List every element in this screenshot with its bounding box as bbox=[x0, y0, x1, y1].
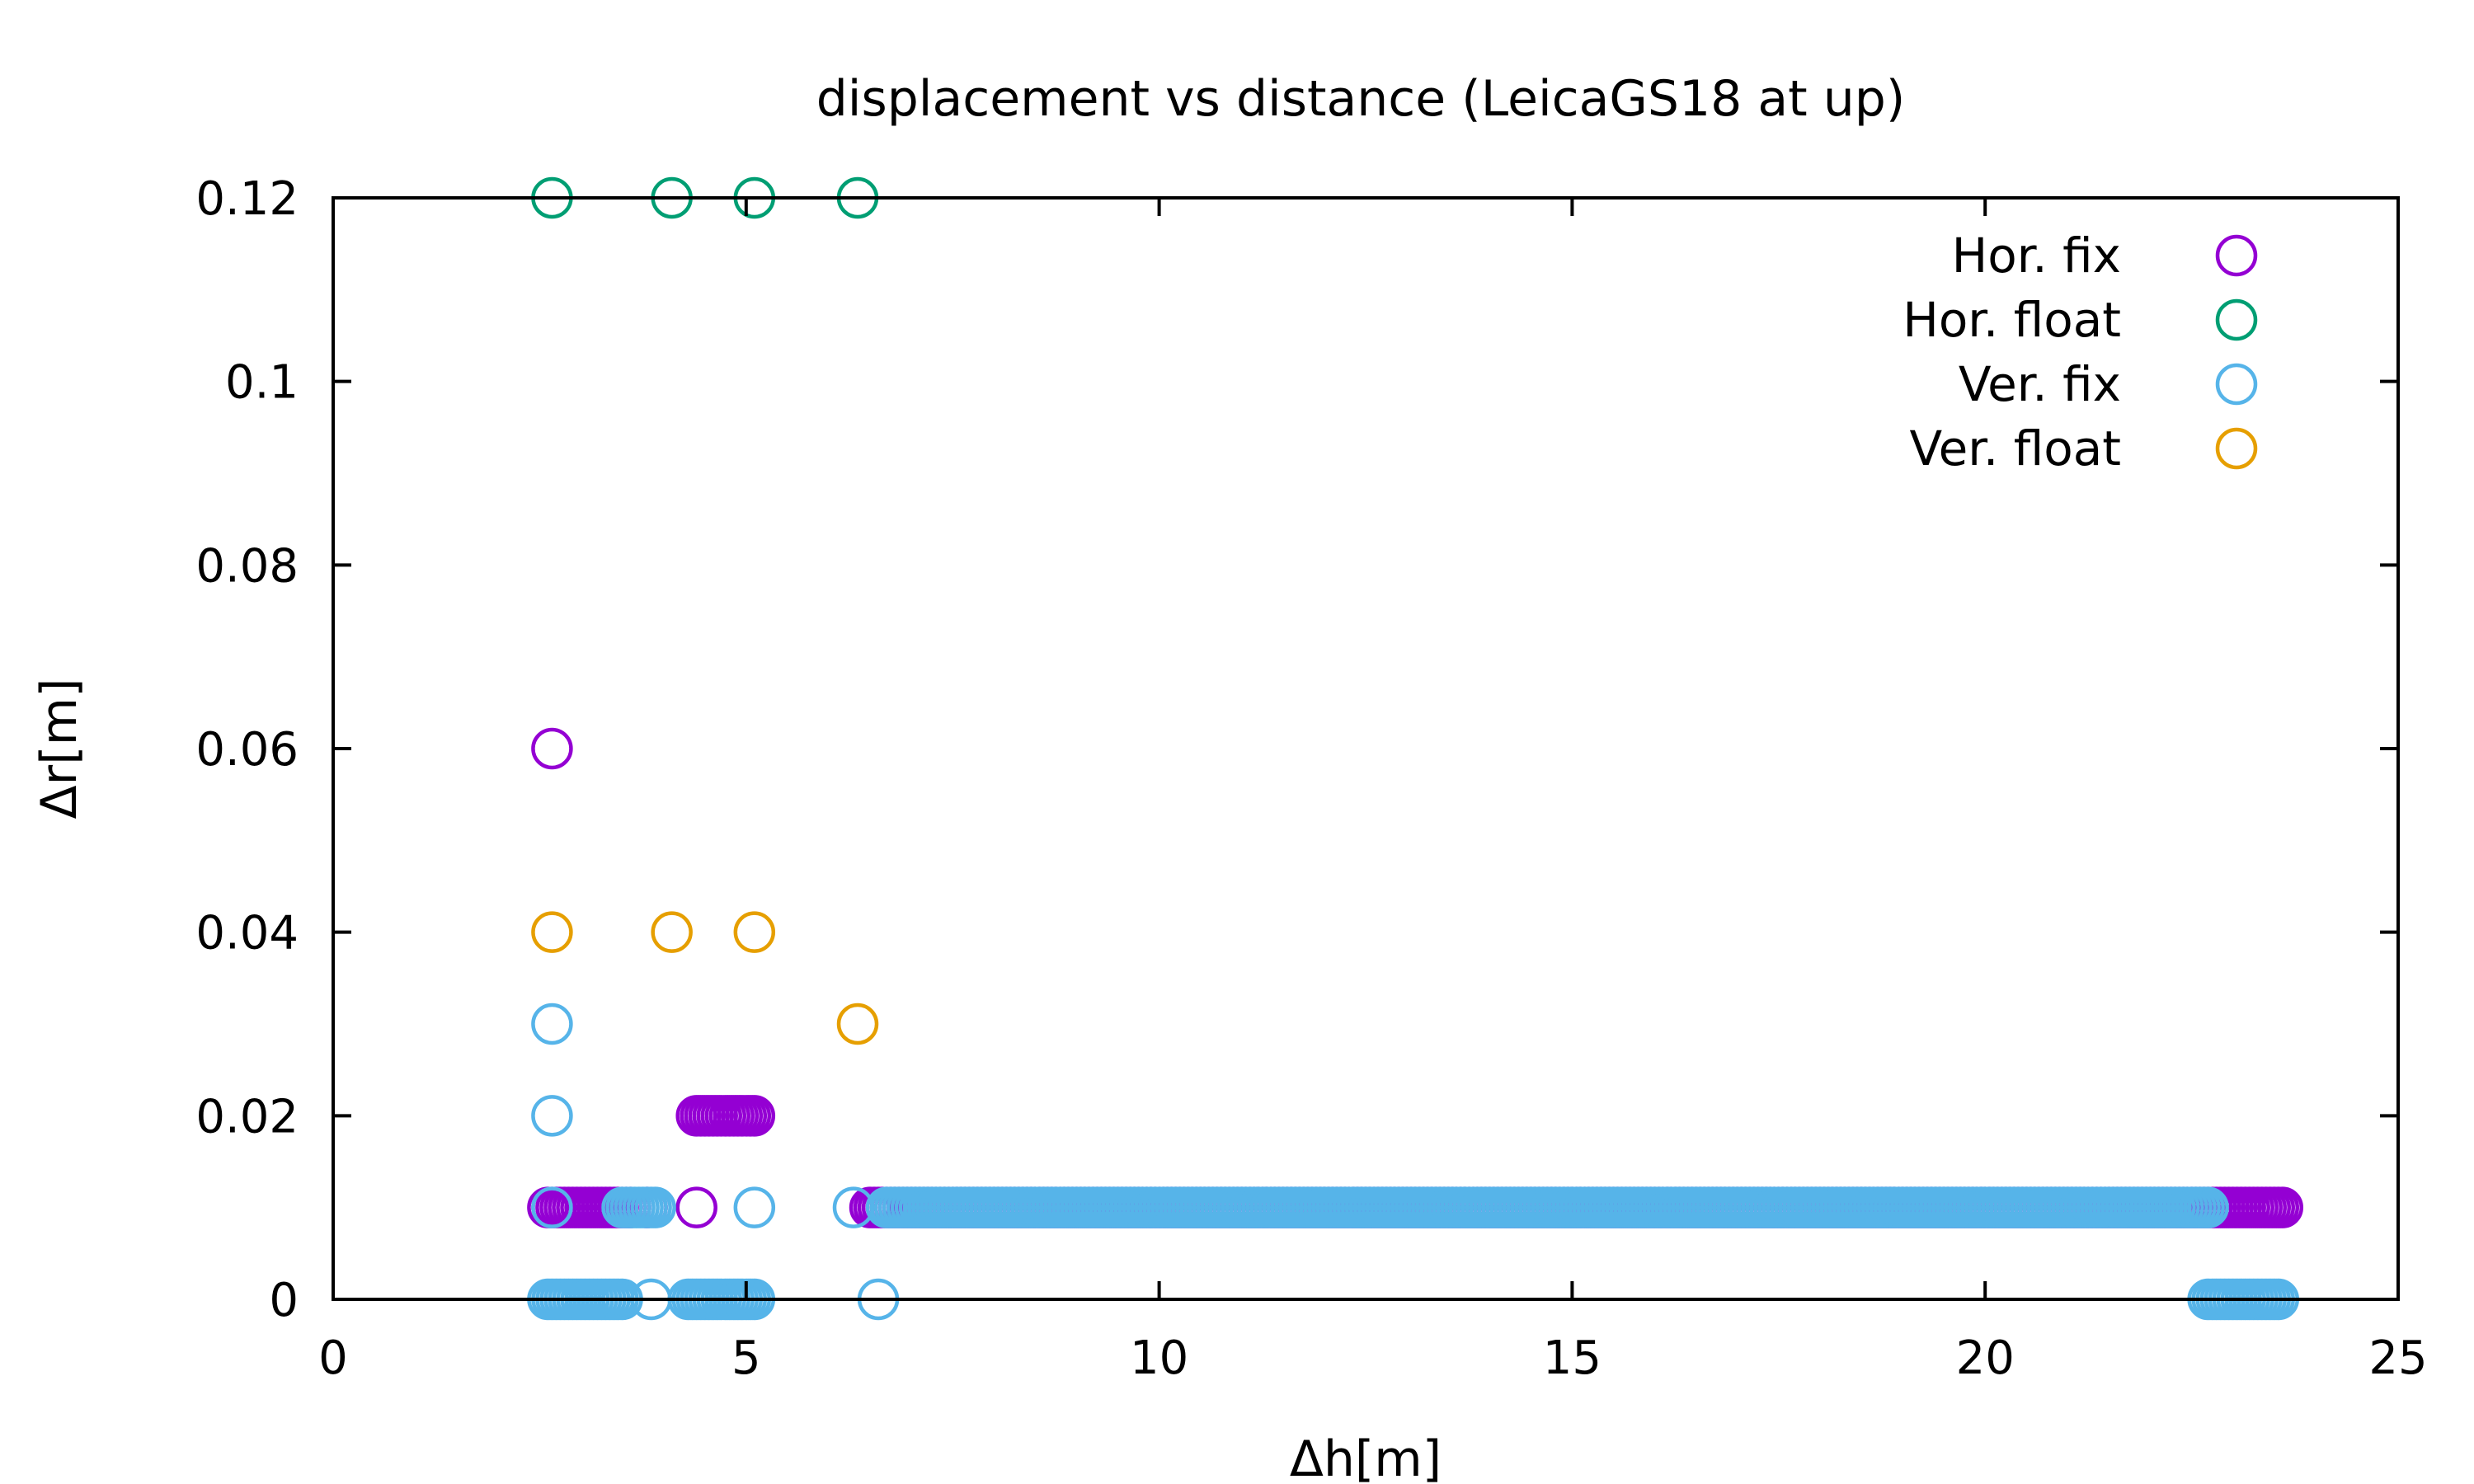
data-point bbox=[2187, 1186, 2229, 1228]
series-ver-float bbox=[531, 911, 879, 1045]
data-point bbox=[531, 1095, 573, 1137]
data-point bbox=[733, 911, 776, 953]
data-point bbox=[733, 1186, 776, 1228]
y-tick-label: 0.06 bbox=[195, 723, 299, 777]
legend-marker bbox=[2215, 234, 2258, 277]
y-tick-label: 0 bbox=[269, 1274, 299, 1327]
data-point bbox=[836, 1003, 879, 1045]
y-tick-label: 0.04 bbox=[195, 907, 299, 960]
y-tick-label: 0.1 bbox=[225, 356, 299, 410]
series-hor-fix bbox=[527, 727, 2304, 1228]
series-ver-fix bbox=[527, 1003, 2300, 1321]
legend-label: Ver. float bbox=[1909, 420, 2121, 477]
y-tick-label: 0.12 bbox=[195, 172, 299, 226]
legend-marker bbox=[2215, 363, 2258, 406]
axis-ticks: 0 5 10 15 20 25 0 0.02 0.04 0.06 0.08 0.1 0.12 bbox=[195, 172, 2427, 1385]
legend-label: Hor. fix bbox=[1952, 228, 2121, 284]
plot-area bbox=[527, 176, 2304, 1321]
x-tick-label: 15 bbox=[1543, 1331, 1602, 1385]
data-point bbox=[733, 1095, 776, 1137]
data-point bbox=[531, 911, 573, 953]
x-tick-label: 0 bbox=[318, 1331, 348, 1385]
x-axis-title: Δh[m] bbox=[1290, 1430, 1442, 1484]
chart-title: displacement vs distance (LeicaGS18 at u… bbox=[816, 70, 1906, 128]
data-point bbox=[675, 1186, 717, 1228]
legend-label: Hor. float bbox=[1903, 292, 2121, 348]
x-tick-label: 5 bbox=[731, 1331, 761, 1385]
legend-marker bbox=[2215, 298, 2258, 341]
y-axis-title: Δr[m] bbox=[31, 679, 88, 819]
data-point bbox=[651, 911, 693, 953]
x-tick-label: 20 bbox=[1956, 1331, 2015, 1385]
data-point bbox=[531, 1003, 573, 1045]
legend-label: Ver. fix bbox=[1959, 356, 2121, 412]
data-point bbox=[531, 1186, 573, 1228]
data-point bbox=[634, 1186, 676, 1228]
x-tick-label: 10 bbox=[1130, 1331, 1188, 1385]
data-point bbox=[531, 727, 573, 770]
y-tick-label: 0.08 bbox=[195, 539, 299, 593]
y-tick-label: 0.02 bbox=[195, 1090, 299, 1144]
data-point bbox=[2261, 1186, 2304, 1228]
legend-marker bbox=[2215, 427, 2258, 470]
legend: Hor. fix Hor. float Ver. fix Ver. float bbox=[1903, 228, 2258, 477]
x-tick-label: 25 bbox=[2368, 1331, 2427, 1385]
